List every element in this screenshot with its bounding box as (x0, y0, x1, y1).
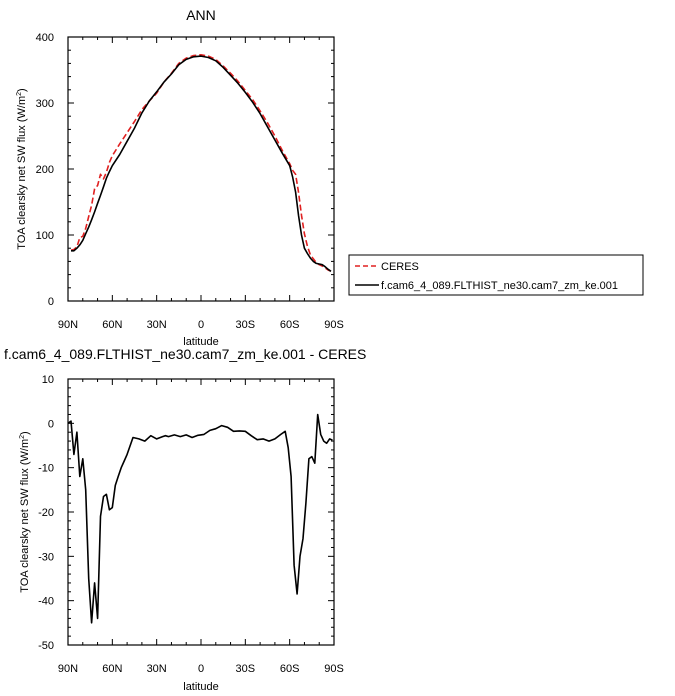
legend-label-model: f.cam6_4_089.FLTHIST_ne30.cam7_zm_ke.001 (381, 280, 618, 292)
bottom-y-tick-label: 10 (42, 374, 54, 386)
bottom-x-tick-label: 60N (102, 663, 122, 675)
top-y-axis-label-sup: 2 (16, 92, 23, 96)
bottom-x-tick-label: 60S (280, 663, 300, 675)
top-chart-title: ANN (186, 7, 216, 23)
top-x-tick-label: 90S (324, 319, 344, 331)
bottom-y-tick-label: -30 (38, 551, 54, 563)
bottom-x-tick-label: 30S (236, 663, 256, 675)
top-y-tick-label: 400 (36, 32, 54, 44)
top-y-axis-label: TOA clearsky net SW flux (W/m2) (16, 88, 28, 249)
top-x-tick-label: 0 (198, 319, 204, 331)
bottom-x-tick-label: 0 (198, 663, 204, 675)
bottom-panel: f.cam6_4_089.FLTHIST_ne30.cam7_zm_ke.001… (4, 346, 366, 693)
top-series-line-1 (71, 55, 332, 272)
bottom-y-tick-label: -10 (38, 463, 54, 475)
legend-label-ceres: CERES (381, 261, 419, 273)
bottom-y-axis-label-end: ) (19, 431, 31, 435)
bottom-x-axis-label: latitude (183, 681, 218, 693)
top-x-axis-label: latitude (183, 336, 218, 348)
bottom-y-axis-label-sup: 2 (19, 435, 26, 439)
top-y-axis-label-end: ) (16, 88, 28, 92)
top-y-tick-label: 0 (48, 296, 54, 308)
top-y-tick-label: 300 (36, 98, 54, 110)
bottom-chart-title: f.cam6_4_089.FLTHIST_ne30.cam7_zm_ke.001… (4, 346, 366, 362)
top-x-tick-label: 60N (102, 319, 122, 331)
top-y-tick-label: 100 (36, 230, 54, 242)
top-y-axis-label-main: TOA clearsky net SW flux (W/m (16, 96, 28, 250)
bottom-y-tick-label: -20 (38, 507, 54, 519)
top-x-tick-label: 60S (280, 319, 300, 331)
bottom-series-line-0 (67, 413, 333, 624)
bottom-plot-frame (67, 378, 335, 646)
top-y-tick-label: 200 (36, 164, 54, 176)
bottom-x-tick-label: 90N (58, 663, 78, 675)
legend-frame (348, 254, 644, 296)
top-series-line-0 (70, 53, 332, 273)
bottom-x-tick-label: 30N (147, 663, 167, 675)
top-x-tick-label: 30S (236, 319, 256, 331)
top-x-tick-label: 30N (147, 319, 167, 331)
top-x-tick-label: 90N (58, 319, 78, 331)
bottom-y-tick-label: -50 (38, 640, 54, 652)
top-panel: ANN latitude TOA clearsky net SW flux (W… (16, 7, 344, 348)
bottom-y-axis-label: TOA clearsky net SW flux (W/m2) (19, 431, 31, 592)
bottom-y-tick-label: 0 (48, 418, 54, 430)
bottom-y-tick-label: -40 (38, 596, 54, 608)
bottom-y-axis-label-main: TOA clearsky net SW flux (W/m (19, 439, 31, 593)
bottom-x-tick-label: 90S (324, 663, 344, 675)
legend: CERES f.cam6_4_089.FLTHIST_ne30.cam7_zm_… (348, 254, 644, 296)
